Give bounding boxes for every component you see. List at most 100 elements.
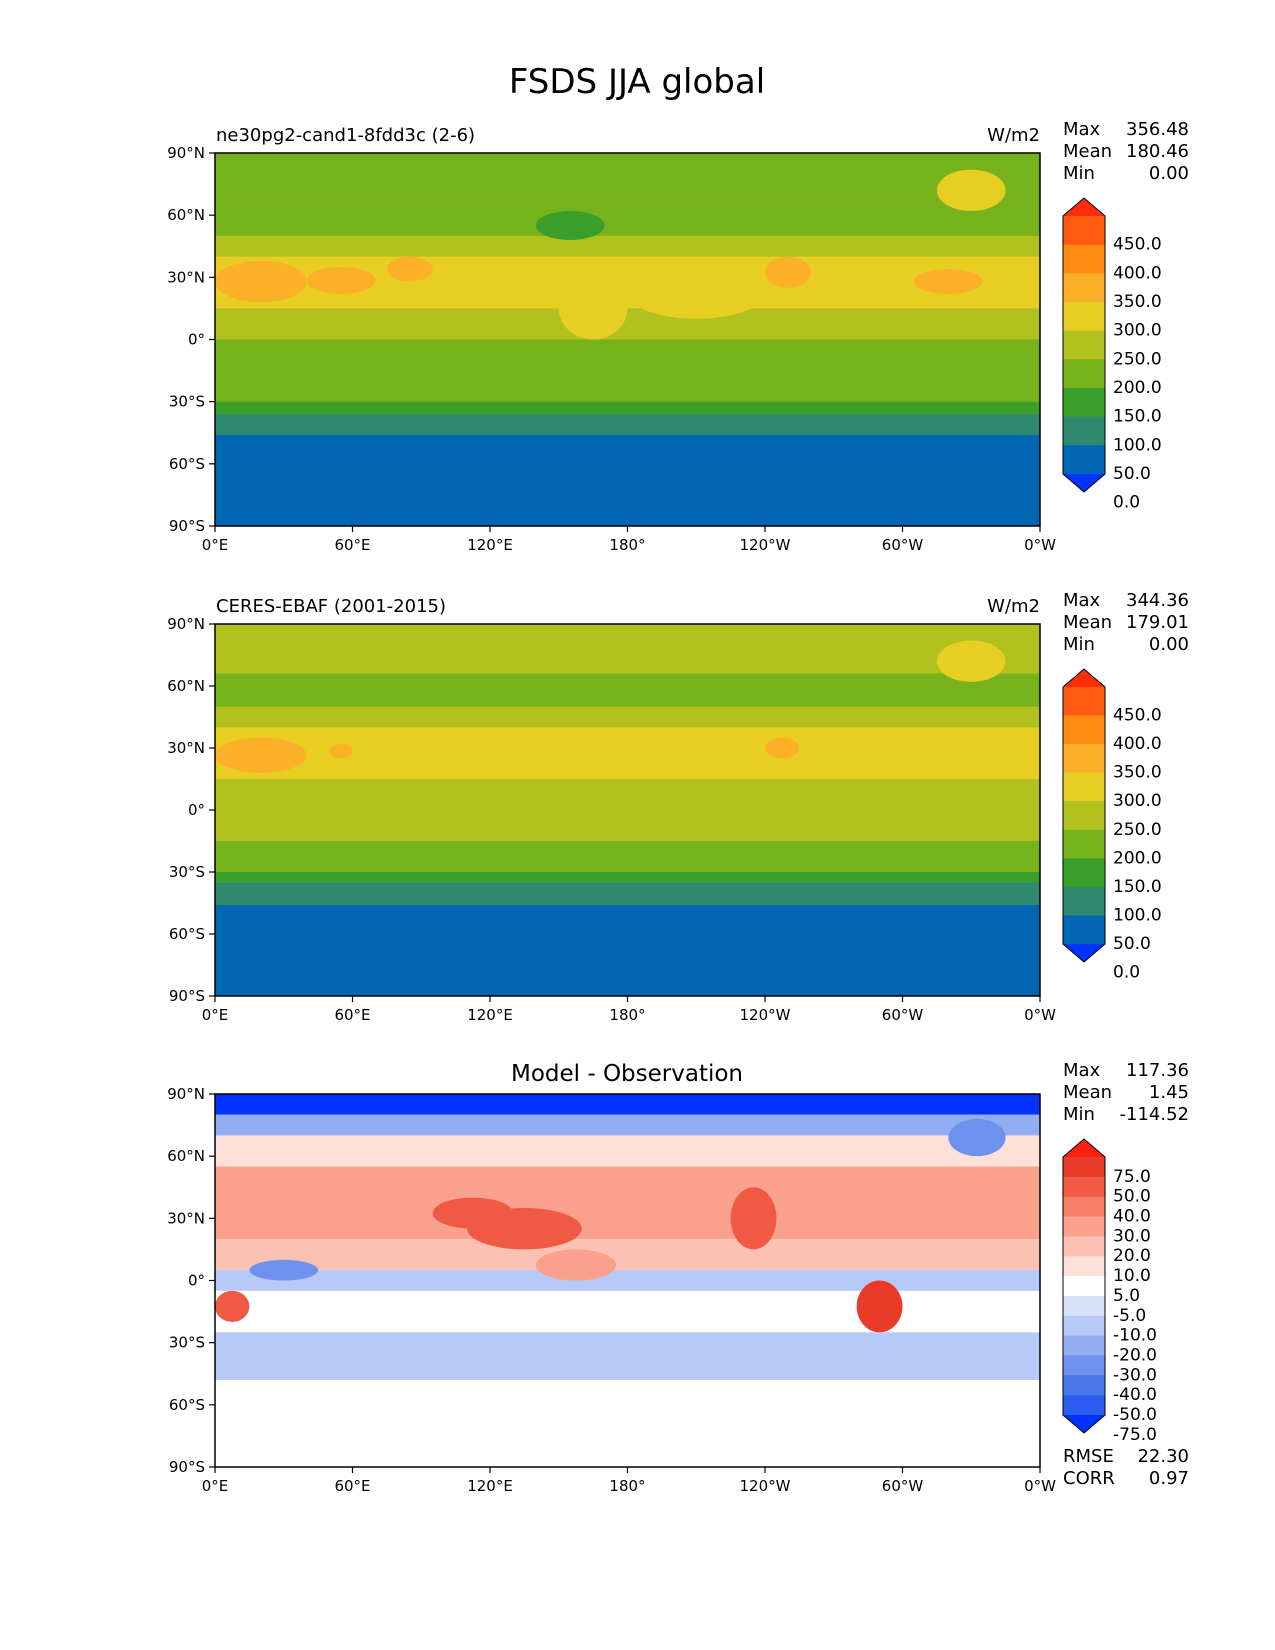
- stat-mean-value: 180.46: [1126, 141, 1189, 162]
- colorbar-tick-label: -20.0: [1113, 1345, 1157, 1365]
- field-region: [936, 640, 1006, 682]
- x-tick-label: 0°E: [202, 1006, 229, 1024]
- field-band: [215, 810, 1040, 841]
- stat-min-label: Min: [1063, 163, 1095, 184]
- panel-difference: Model - Observation Max 117.36 Mean 1.45…: [167, 1060, 1189, 1495]
- x-tick-label: 60°E: [334, 536, 370, 554]
- y-tick-label: 90°S: [169, 1458, 205, 1476]
- y-tick-label: 90°S: [169, 987, 205, 1005]
- colorbar-segment: [1063, 445, 1105, 475]
- colorbar-segment: [1063, 330, 1105, 360]
- y-tick-label: 30°S: [169, 1334, 205, 1352]
- field-region: [215, 260, 307, 303]
- map-field: [215, 624, 1040, 996]
- colorbar-segment: [1063, 801, 1105, 831]
- stat-mean-value: 1.45: [1149, 1082, 1189, 1103]
- x-tick-label: 180°: [609, 1006, 645, 1024]
- stat-corr-value: 0.97: [1149, 1468, 1189, 1489]
- stat-min-value: 0.00: [1149, 163, 1189, 184]
- colorbar-tick-label: 5.0: [1113, 1286, 1140, 1306]
- map-field: [215, 1094, 1040, 1467]
- colorbar-segment: [1063, 829, 1105, 859]
- field-band: [215, 235, 1040, 257]
- stat-corr-label: CORR: [1063, 1468, 1115, 1489]
- field-band: [215, 401, 1040, 415]
- colorbar-tick-label: 400.0: [1113, 734, 1162, 754]
- map-field: [215, 153, 1040, 526]
- field-band: [215, 202, 1040, 236]
- stat-min-label: Min: [1063, 1104, 1095, 1125]
- field-region: [948, 1118, 1006, 1157]
- field-band: [215, 1114, 1040, 1136]
- panel-units: W/m2: [987, 125, 1040, 146]
- field-band: [215, 434, 1040, 512]
- stat-max-label: Max: [1063, 119, 1101, 140]
- colorbar: 450.0 400.0 350.0 300.0 250.0 200.0 150.0 100.0…: [1062, 668, 1162, 983]
- colorbar-segment: [1063, 1295, 1105, 1317]
- x-tick-label: 120°E: [467, 536, 513, 554]
- field-band: [215, 1239, 1040, 1271]
- x-tick-label: 120°W: [740, 1006, 791, 1024]
- field-region: [329, 743, 353, 759]
- panel-center-title: Model - Observation: [511, 1061, 743, 1087]
- field-band: [215, 1094, 1040, 1115]
- colorbar-tick-label: 100.0: [1113, 905, 1162, 925]
- y-tick-label: 90°S: [169, 517, 205, 535]
- field-region: [604, 737, 743, 769]
- colorbar-tick-label: 50.0: [1113, 464, 1151, 484]
- stat-max-value: 356.48: [1126, 119, 1189, 140]
- field-band: [215, 153, 1040, 166]
- colorbar-tick-label: 10.0: [1113, 1266, 1151, 1286]
- map-axes: 0°E 60°E 120°E 180° 120°W 60°W 0°W 90°N 60°N 30°N…: [167, 615, 1056, 1024]
- field-region: [730, 1187, 777, 1250]
- colorbar-tick-label: 350.0: [1113, 292, 1162, 312]
- stat-max-value: 344.36: [1126, 590, 1189, 611]
- map-axes: 0°E 60°E 120°E 180° 120°W 60°W 0°W 90°N 60°N 30°N…: [167, 144, 1056, 554]
- x-tick-label: 120°W: [740, 536, 791, 554]
- field-band: [215, 981, 1040, 996]
- field-region: [558, 277, 628, 340]
- field-region: [306, 266, 376, 294]
- field-band: [215, 1290, 1040, 1333]
- field-band: [215, 882, 1040, 906]
- colorbar-tick-label: 350.0: [1113, 763, 1162, 783]
- colorbar-segment: [1063, 1236, 1105, 1257]
- colorbar-segment: [1063, 715, 1105, 745]
- field-band: [215, 511, 1040, 526]
- field-band: [215, 624, 1040, 635]
- field-band: [215, 673, 1040, 707]
- colorbar-tick-label: -10.0: [1113, 1326, 1157, 1346]
- colorbar-segment: [1063, 772, 1105, 802]
- field-band: [215, 308, 1040, 340]
- stats-block: Max 117.36 Mean 1.45 Min -114.52: [1063, 1060, 1189, 1125]
- field-region: [249, 1259, 319, 1281]
- x-tick-label: 60°E: [334, 1006, 370, 1024]
- stat-min-value: 0.00: [1149, 634, 1189, 655]
- colorbar-tick-label: 200.0: [1113, 378, 1162, 398]
- colorbar-tick-label: -5.0: [1113, 1306, 1146, 1326]
- colorbar-tick-label: 75.0: [1113, 1167, 1151, 1187]
- x-tick-label: 180°: [609, 536, 645, 554]
- y-tick-label: 60°N: [167, 206, 205, 224]
- colorbar-tick-label: 450.0: [1113, 235, 1162, 255]
- colorbar-tick-label: 50.0: [1113, 934, 1151, 954]
- stat-rmse-label: RMSE: [1063, 1446, 1114, 1467]
- colorbar-segment: [1063, 858, 1105, 888]
- colorbar-segment: [1063, 302, 1105, 332]
- colorbar-tick-label: 150.0: [1113, 877, 1162, 897]
- colorbar-tick-label: 50.0: [1113, 1187, 1151, 1207]
- colorbar-outline: [1062, 197, 1106, 493]
- field-region: [215, 1290, 250, 1322]
- field-region: [856, 1280, 903, 1333]
- colorbar-segment: [1063, 416, 1105, 446]
- x-tick-label: 60°W: [882, 536, 924, 554]
- colorbar-tick-label: 150.0: [1113, 407, 1162, 427]
- y-tick-label: 90°N: [167, 615, 205, 633]
- figure-title: FSDS JJA global: [509, 62, 765, 102]
- colorbar-extend-max: [1063, 1139, 1105, 1157]
- y-tick-label: 0°: [188, 331, 205, 349]
- stat-rmse-value: 22.30: [1137, 1446, 1189, 1467]
- stat-mean-label: Mean: [1063, 612, 1112, 633]
- colorbar-tick-label: -75.0: [1113, 1425, 1157, 1445]
